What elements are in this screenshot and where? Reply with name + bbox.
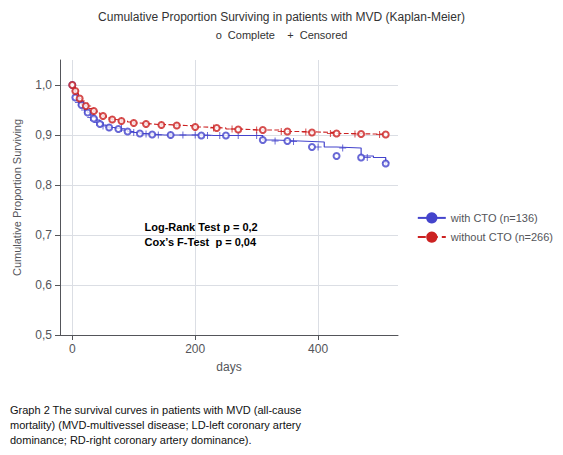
svg-text:dominance; RD-right coronary a: dominance; RD-right coronary artery domi…: [10, 434, 252, 446]
svg-text:0,6: 0,6: [35, 278, 52, 292]
svg-text:0,7: 0,7: [35, 228, 52, 242]
svg-text:400: 400: [308, 342, 328, 356]
svg-text:200: 200: [185, 342, 205, 356]
svg-text:1,0: 1,0: [35, 78, 52, 92]
svg-text:days: days: [216, 360, 241, 374]
svg-text:o Complete + Censored: o Complete + Censored: [216, 29, 348, 41]
svg-text:without CTO (n=266): without CTO (n=266): [450, 231, 553, 243]
svg-text:mortality) (MVD-multivessel di: mortality) (MVD-multivessel disease; LD-…: [10, 419, 301, 431]
svg-text:0: 0: [69, 342, 76, 356]
svg-text:Cox’s F-Test p = 0,04: Cox’s F-Test p = 0,04: [145, 236, 257, 248]
svg-text:Cumulative Proportion Survivin: Cumulative Proportion Surviving: [11, 119, 23, 276]
svg-text:Graph 2 The survival curves in: Graph 2 The survival curves in patients …: [10, 404, 301, 416]
svg-text:0,8: 0,8: [35, 178, 52, 192]
svg-text:0,5: 0,5: [35, 328, 52, 342]
svg-text:with CTO (n=136): with CTO (n=136): [450, 212, 538, 224]
svg-text:Log-Rank Test p = 0,2: Log-Rank Test p = 0,2: [145, 221, 258, 233]
svg-text:0,9: 0,9: [35, 128, 52, 142]
svg-text:Cumulative Proportion Survivin: Cumulative Proportion Surviving in patie…: [98, 10, 465, 24]
